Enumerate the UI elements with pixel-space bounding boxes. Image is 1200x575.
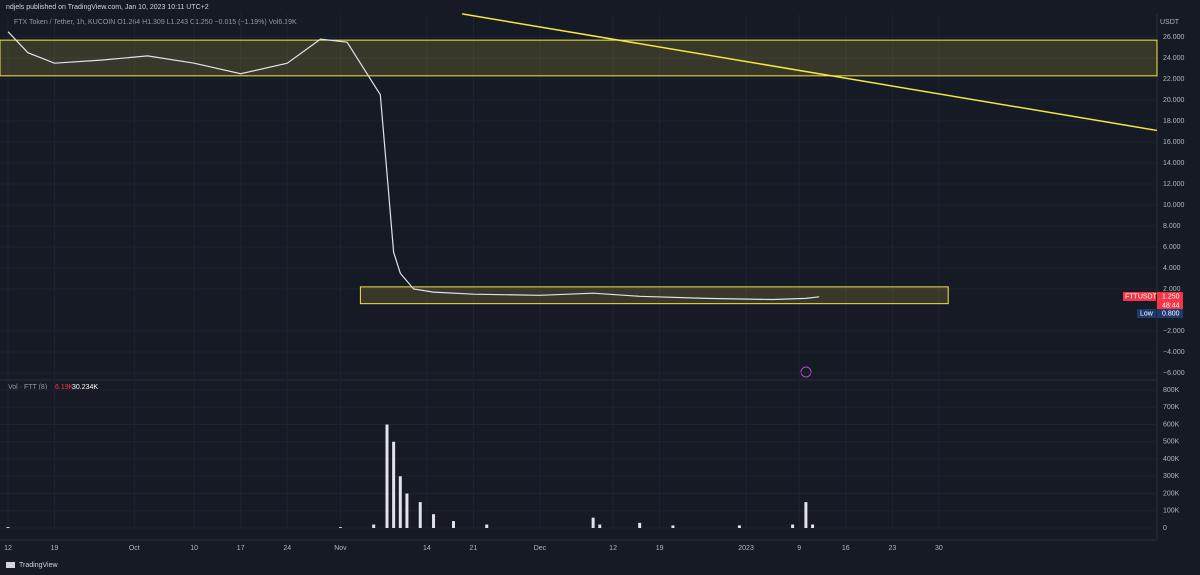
price-line xyxy=(7,31,820,301)
volume-bar xyxy=(638,522,642,528)
volume-bar xyxy=(671,525,675,528)
volume-bar xyxy=(398,476,402,528)
volume-bar xyxy=(811,524,815,528)
volume-bar xyxy=(418,502,422,528)
y-tick-label: 6.000 xyxy=(1163,244,1181,251)
volume-bar xyxy=(432,514,436,528)
x-tick-label: 10 xyxy=(190,545,198,552)
y-tick-label: −6.000 xyxy=(1163,370,1185,377)
y-tick-label: 800K xyxy=(1163,387,1180,394)
x-tick-label: Oct xyxy=(129,545,140,552)
y-tick-label: 500K xyxy=(1163,439,1180,446)
x-tick-label: 12 xyxy=(609,545,617,552)
price-badge: FTTUSDT 1.250 48:44 Low 0.800 xyxy=(1123,292,1183,318)
x-tick-label: 19 xyxy=(51,545,59,552)
y-tick-label: 12.000 xyxy=(1163,181,1185,188)
badge-symbol: FTTUSDT xyxy=(1125,293,1158,300)
brand: TradingView xyxy=(6,562,58,569)
volume-bar xyxy=(791,524,795,528)
volume-bar xyxy=(385,424,389,528)
price-currency: USDT xyxy=(1160,19,1180,26)
x-tick-label: 14 xyxy=(423,545,431,552)
badge-bg xyxy=(1157,309,1183,318)
badge-countdown: 48:44 xyxy=(1162,302,1180,309)
x-tick-label: 19 xyxy=(656,545,664,552)
y-tick-label: 8.000 xyxy=(1163,223,1181,230)
volume-bar xyxy=(451,521,455,528)
y-tick-label: 600K xyxy=(1163,421,1180,428)
badge-low-label: Low xyxy=(1140,310,1154,317)
y-tick-label: 10.000 xyxy=(1163,202,1185,209)
badge-bg xyxy=(1123,292,1156,301)
y-tick-label: 22.000 xyxy=(1163,76,1185,83)
y-tick-label: 14.000 xyxy=(1163,160,1185,167)
x-tick-label: 2023 xyxy=(738,545,754,552)
x-tick-label: 17 xyxy=(237,545,245,552)
x-tick-label: 12 xyxy=(4,545,12,552)
y-tick-label: 700K xyxy=(1163,404,1180,411)
volume-bar xyxy=(591,517,595,528)
volume-value: 6.19K xyxy=(55,384,74,391)
logo xyxy=(6,562,15,568)
y-tick-label: 26.000 xyxy=(1163,34,1185,41)
volume-bar xyxy=(6,527,10,528)
y-tick-label: 200K xyxy=(1163,490,1180,497)
badge-bg xyxy=(1157,292,1183,311)
x-tick-label: Nov xyxy=(334,545,347,552)
volume-bar xyxy=(372,524,376,528)
volume-bar xyxy=(598,524,602,528)
event-icon[interactable] xyxy=(800,366,812,378)
badge-low: 0.800 xyxy=(1162,310,1180,317)
volume-bar xyxy=(338,527,342,528)
symbol-legend: FTX Token / Tether, 1h, KUCOIN O1.264 H1… xyxy=(14,19,297,26)
y-tick-label: 4.000 xyxy=(1163,265,1181,272)
volume-bar xyxy=(737,525,741,528)
x-tick-label: 23 xyxy=(888,545,896,552)
x-tick-label: 16 xyxy=(842,545,850,552)
x-tick-label: 30 xyxy=(935,545,943,552)
y-tick-label: 24.000 xyxy=(1163,55,1185,62)
trendline xyxy=(462,13,1158,132)
volume-bar xyxy=(392,441,396,528)
volume-bar xyxy=(804,502,808,528)
x-tick-label: 21 xyxy=(470,545,478,552)
x-tick-label: 9 xyxy=(797,545,801,552)
volume-bar xyxy=(405,493,409,528)
zone xyxy=(359,286,949,305)
y-tick-label: 2.000 xyxy=(1163,286,1181,293)
brand-name: TradingView xyxy=(19,562,58,569)
volume-legend: Vol · FTT (8) xyxy=(8,384,47,391)
x-tick-label: Dec xyxy=(534,545,547,552)
y-tick-label: 0 xyxy=(1163,525,1167,532)
badge-bg xyxy=(1137,309,1156,318)
y-tick-label: 300K xyxy=(1163,473,1180,480)
y-tick-label: −2.000 xyxy=(1163,328,1185,335)
y-tick-label: 400K xyxy=(1163,456,1180,463)
x-tick-label: 24 xyxy=(283,545,291,552)
y-tick-label: −4.000 xyxy=(1163,349,1185,356)
y-tick-label: 16.000 xyxy=(1163,139,1185,146)
publish-note: ndjels published on TradingView.com, Jan… xyxy=(6,4,209,11)
zone xyxy=(0,39,1158,77)
y-tick-label: 18.000 xyxy=(1163,118,1185,125)
y-tick-label: 20.000 xyxy=(1163,97,1185,104)
y-tick-label: 100K xyxy=(1163,508,1180,515)
volume-ma: 30.234K xyxy=(72,384,98,391)
badge-price: 1.250 xyxy=(1162,293,1180,300)
volume-bar xyxy=(485,524,489,528)
